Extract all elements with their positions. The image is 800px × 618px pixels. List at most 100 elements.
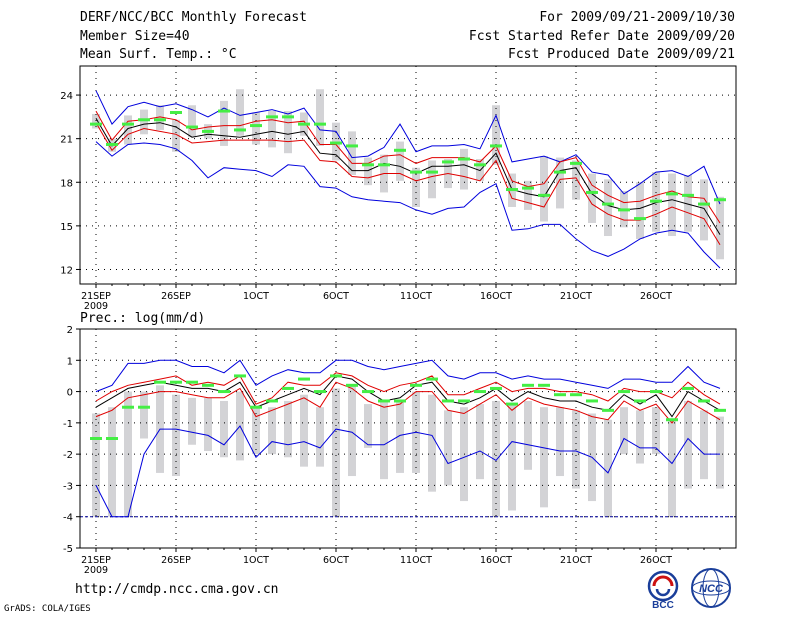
temp-upper-line — [95, 110, 721, 224]
prec-box — [140, 391, 148, 439]
prec-median-mark — [138, 405, 150, 409]
forecast-start-date: Fcst Started Refer Date 2009/09/20 — [468, 29, 735, 44]
temp-xtick-label: 26OCT — [640, 291, 672, 302]
prec-median-mark — [250, 405, 262, 409]
temp-ytick-label: 18 — [60, 178, 73, 189]
prec-ytick-label: -2 — [63, 450, 73, 461]
prec-median-mark — [538, 383, 550, 387]
prec-ytick-label: -3 — [63, 481, 73, 492]
prec-max-line — [95, 359, 721, 393]
temp-box — [172, 119, 180, 152]
prec-box — [684, 400, 692, 489]
prec-box — [556, 407, 564, 477]
temp-box — [540, 156, 548, 222]
prec-box — [252, 407, 260, 455]
prec-box — [620, 407, 628, 455]
prec-median-mark — [218, 390, 230, 394]
grads-credit: GrADS: COLA/IGES — [4, 604, 91, 614]
temp-median-mark — [298, 122, 310, 126]
prec-xtick-label: 26SEP — [161, 555, 191, 566]
temp-median-mark — [602, 202, 614, 206]
temp-lower-line — [95, 122, 721, 246]
temp-box — [124, 115, 132, 145]
prec-median-mark — [378, 399, 390, 403]
temp-box — [188, 105, 196, 138]
bcc-logo: BCC — [647, 570, 679, 611]
temp-median-mark — [538, 193, 550, 197]
prec-median-mark — [426, 377, 438, 381]
prec-xtick-label: 11OCT — [400, 555, 432, 566]
prec-median-mark — [106, 437, 118, 440]
prec-median-mark — [634, 399, 646, 403]
temp-ytick-label: 21 — [60, 135, 73, 146]
prec-box — [716, 416, 724, 489]
temp-median-mark — [234, 128, 246, 132]
prec-box — [332, 388, 340, 517]
temp-box — [236, 89, 244, 136]
prec-box — [364, 404, 372, 448]
prec-box — [508, 404, 516, 511]
temp-box — [716, 196, 724, 260]
prec-ytick-label: 2 — [67, 325, 73, 336]
temp-median-mark — [90, 122, 102, 126]
bcc-logo-text: BCC — [652, 600, 674, 611]
temp-box — [556, 157, 564, 209]
temp-median-mark — [410, 170, 422, 174]
precip-panel-title: Prec.: log(mm/d) — [80, 311, 206, 326]
prec-xtick-label: 6OCT — [323, 555, 349, 566]
prec-median-mark — [618, 390, 630, 394]
footer-url[interactable]: http://cmdp.ncc.cma.gov.cn — [75, 582, 279, 597]
temp-xtick-label: 21OCT — [560, 291, 592, 302]
prec-box — [108, 407, 116, 517]
prec-box — [476, 404, 484, 480]
prec-median-mark — [714, 408, 726, 412]
temp-median-mark — [170, 111, 182, 115]
ncc-logo-text: NCC — [699, 583, 724, 595]
temp-box — [700, 179, 708, 241]
temp-xtick-label: 16OCT — [480, 291, 512, 302]
temp-xtick-label: 1OCT — [243, 291, 269, 302]
prec-box — [348, 385, 356, 477]
prec-min-line — [95, 425, 720, 518]
temp-median-mark — [442, 160, 454, 164]
prec-lower-line — [95, 381, 721, 424]
temp-median-mark — [682, 193, 694, 197]
prec-median-mark — [570, 393, 582, 397]
prec-box — [172, 394, 180, 477]
prec-median-mark — [314, 390, 326, 394]
temp-box — [268, 111, 276, 148]
temp-box — [524, 180, 532, 210]
temp-median-mark — [394, 148, 406, 152]
temp-median-mark — [458, 157, 470, 161]
prec-box — [428, 394, 436, 492]
prec-box — [220, 400, 228, 458]
temp-ytick-label: 15 — [60, 222, 73, 233]
prec-median-mark — [602, 408, 614, 412]
prec-box — [540, 407, 548, 508]
prec-median-mark — [490, 386, 502, 390]
variable-label: Mean Surf. Temp.: °C — [80, 47, 237, 62]
prec-box — [492, 400, 500, 517]
prec-box — [444, 410, 452, 486]
prec-box — [636, 410, 644, 464]
prec-median-mark — [330, 374, 342, 378]
prec-median-mark — [522, 383, 534, 387]
prec-median-mark — [282, 386, 294, 390]
prec-year-label: 2009 — [84, 565, 108, 576]
prec-ytick-label: -5 — [63, 544, 73, 555]
prec-median-mark — [266, 399, 278, 403]
prec-median-mark — [650, 390, 662, 394]
temp-median-mark — [186, 125, 198, 129]
prec-median-mark — [202, 383, 214, 387]
temp-year-label: 2009 — [84, 301, 108, 312]
prec-median-mark — [362, 390, 374, 394]
prec-median-mark — [170, 380, 182, 384]
temp-median-mark — [506, 188, 518, 192]
temp-median-mark — [314, 122, 326, 126]
prec-median-mark — [410, 383, 422, 387]
temp-box — [604, 179, 612, 237]
temp-median-mark — [426, 170, 438, 174]
temp-box — [284, 111, 292, 154]
temp-xtick-label: 11OCT — [400, 291, 432, 302]
temp-median-mark — [666, 192, 678, 196]
